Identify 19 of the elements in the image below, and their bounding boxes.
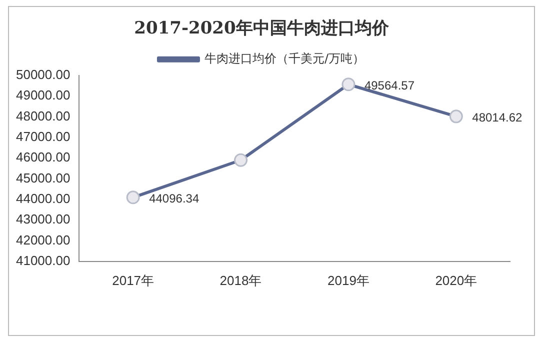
y-tick-label: 50000.00: [16, 66, 70, 82]
y-tick-label: 48000.00: [16, 108, 70, 124]
x-tick-label: 2018年: [220, 272, 262, 288]
y-tick-label: 41000.00: [16, 252, 70, 268]
x-tick-label: 2019年: [327, 272, 370, 288]
data-label: 48014.62: [472, 110, 523, 125]
x-tick-label: 2017年: [112, 272, 154, 288]
y-tick-label: 47000.00: [16, 128, 70, 144]
y-tick-label: 42000.00: [16, 232, 70, 248]
legend-label: 牛肉进口均价（千美元/万吨）: [204, 52, 365, 66]
y-tick-label: 43000.00: [16, 212, 70, 227]
chart-title: 2017-2020年中国牛肉进口均价: [134, 18, 390, 39]
data-label: 49564.57: [364, 78, 415, 93]
data-label: 44096.34: [149, 192, 200, 206]
y-tick-label: 46000.00: [16, 150, 70, 165]
y-tick-label: 45000.00: [16, 170, 70, 186]
x-tick-label: 2020年: [435, 272, 478, 288]
y-tick-label: 49000.00: [16, 88, 70, 103]
y-tick-label: 44000.00: [16, 190, 70, 206]
